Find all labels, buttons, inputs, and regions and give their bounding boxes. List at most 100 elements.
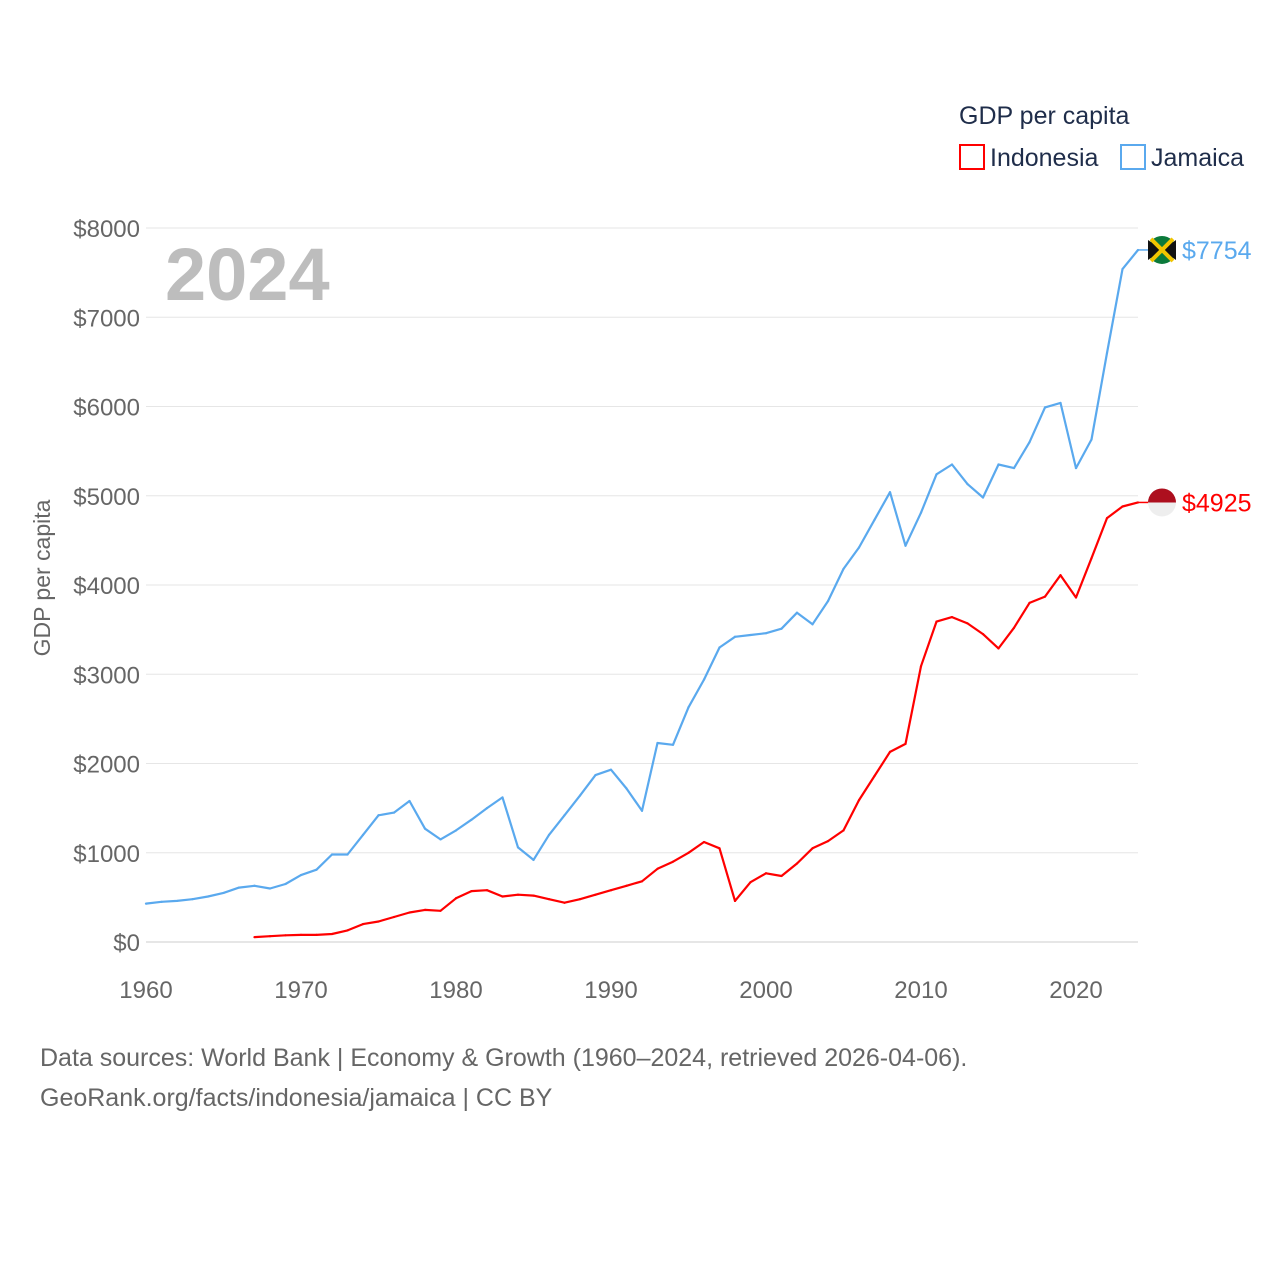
data-point-jamaica [997, 463, 1000, 466]
indonesia-flag-icon [1148, 488, 1176, 503]
data-point-jamaica [1012, 466, 1016, 470]
data-point-indonesia [640, 880, 644, 883]
y-tick-label: $4000 [73, 573, 140, 600]
footer-link[interactable]: GeoRank.org/facts/indonesia/jamaica | CC… [40, 1084, 553, 1112]
data-point-indonesia [470, 890, 473, 893]
data-point-indonesia [1105, 516, 1109, 520]
data-point-jamaica [857, 546, 861, 549]
data-point-jamaica [656, 741, 659, 745]
data-point-jamaica [315, 868, 318, 871]
data-point-jamaica [408, 799, 411, 803]
data-point-jamaica [470, 818, 473, 821]
data-point-jamaica [888, 491, 892, 494]
data-point-jamaica [144, 902, 148, 905]
x-tick-label: 1990 [584, 977, 637, 1004]
data-point-indonesia [408, 911, 411, 914]
end-value-label-indonesia: $4925 [1182, 489, 1252, 517]
data-point-jamaica [640, 809, 644, 812]
data-point-jamaica [516, 846, 520, 849]
data-point-indonesia [904, 742, 907, 745]
data-point-indonesia [842, 829, 845, 832]
data-point-jamaica [253, 884, 256, 887]
data-point-indonesia [981, 632, 985, 636]
data-point-jamaica [609, 768, 613, 771]
data-point-indonesia [733, 899, 737, 903]
data-point-indonesia [516, 893, 520, 896]
data-point-indonesia [625, 884, 628, 887]
x-tick-label: 2010 [894, 977, 947, 1004]
data-point-indonesia [826, 840, 830, 843]
data-point-jamaica [547, 833, 551, 837]
data-point-indonesia [423, 908, 427, 911]
x-tick-label: 2020 [1049, 977, 1102, 1004]
data-point-jamaica [268, 887, 272, 890]
y-tick-label: $7000 [73, 305, 140, 332]
legend-swatch-jamaica [1120, 144, 1146, 170]
data-point-jamaica [206, 895, 210, 898]
data-point-jamaica [919, 511, 923, 514]
data-point-indonesia [780, 874, 783, 878]
data-point-jamaica [826, 599, 830, 603]
data-point-jamaica [1028, 441, 1031, 444]
data-point-jamaica [904, 544, 907, 547]
data-point-indonesia [253, 935, 256, 939]
line-indonesia [254, 501, 1139, 939]
data-point-indonesia [392, 915, 396, 919]
data-point-indonesia [687, 851, 690, 854]
data-point-indonesia [997, 647, 1000, 650]
y-tick-label: $1000 [73, 841, 140, 868]
data-point-jamaica [749, 633, 752, 637]
data-point-indonesia [315, 933, 318, 936]
end-value-label-jamaica: $7754 [1182, 237, 1252, 265]
data-point-indonesia [671, 860, 675, 863]
data-point-indonesia [284, 934, 287, 937]
data-point-indonesia [454, 897, 458, 900]
data-point-jamaica [764, 632, 768, 635]
data-point-jamaica [1059, 401, 1062, 405]
legend-label-indonesia: Indonesia [990, 144, 1099, 172]
legend-title: GDP per capita [959, 102, 1130, 130]
data-point-jamaica [578, 794, 582, 797]
data-point-jamaica [532, 858, 535, 861]
legend-swatch-indonesia [959, 144, 985, 170]
x-tick-label: 1960 [119, 977, 172, 1004]
data-point-indonesia [950, 616, 954, 619]
data-point-jamaica [842, 567, 845, 571]
indonesia-flag-icon [1148, 502, 1176, 517]
data-point-jamaica [733, 635, 737, 638]
data-point-jamaica [718, 646, 721, 649]
y-tick-label: $0 [113, 930, 140, 957]
data-point-indonesia [718, 847, 721, 850]
data-point-indonesia [1090, 557, 1093, 560]
data-point-jamaica [687, 706, 690, 709]
data-point-indonesia [702, 840, 706, 844]
data-point-jamaica [625, 787, 628, 790]
data-point-jamaica [485, 807, 489, 810]
jamaica-flag-icon [1149, 237, 1175, 263]
data-point-indonesia [1043, 595, 1047, 598]
data-point-jamaica [284, 882, 287, 886]
data-point-indonesia [764, 872, 768, 875]
data-point-jamaica [1105, 351, 1109, 355]
data-point-jamaica [454, 829, 458, 832]
data-point-indonesia [857, 798, 861, 802]
data-point-indonesia [1012, 626, 1016, 629]
data-point-jamaica [981, 496, 985, 499]
data-point-jamaica [1090, 438, 1093, 441]
data-point-indonesia [578, 898, 582, 901]
data-point-jamaica [950, 463, 954, 466]
data-point-jamaica [377, 814, 380, 817]
x-tick-label: 1970 [274, 977, 327, 1004]
x-tick-label: 2000 [739, 977, 792, 1004]
data-point-jamaica [423, 827, 427, 830]
data-point-jamaica [160, 900, 163, 903]
data-point-indonesia [966, 622, 969, 625]
data-point-jamaica [563, 814, 566, 817]
y-tick-label: $8000 [73, 216, 140, 243]
data-point-indonesia [1121, 505, 1124, 508]
data-point-indonesia [299, 933, 303, 936]
data-point-jamaica [175, 899, 179, 903]
data-point-indonesia [609, 889, 613, 892]
y-tick-label: $6000 [73, 395, 140, 422]
